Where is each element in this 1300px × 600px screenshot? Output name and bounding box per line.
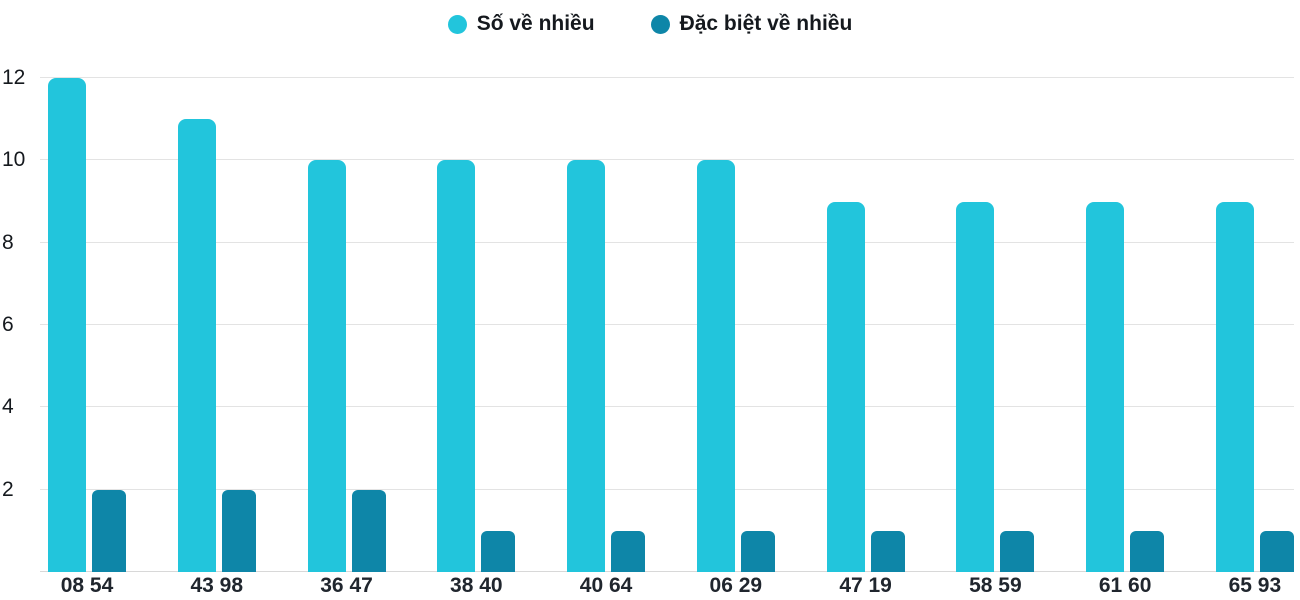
bar-series-1-cat-8[interactable] <box>1130 530 1165 572</box>
x-axis-baseline <box>40 571 1294 572</box>
gridline <box>40 488 1294 490</box>
y-tick-label: 2 <box>2 477 14 501</box>
bar-group <box>1215 78 1294 572</box>
bar-series-1-cat-2[interactable] <box>351 489 386 572</box>
bar-series-0-cat-2[interactable] <box>307 160 346 572</box>
x-tick-label: 58 59 <box>969 574 1022 597</box>
gridline <box>40 406 1294 408</box>
bar-series-0-cat-0[interactable] <box>48 78 86 572</box>
bar-series-1-cat-0[interactable] <box>92 489 126 572</box>
bar-series-0-cat-6[interactable] <box>826 201 865 572</box>
gridline <box>40 159 1294 161</box>
legend-dot-icon <box>650 14 670 34</box>
bar-series-0-cat-1[interactable] <box>177 119 216 572</box>
legend-item-1[interactable]: Đặc biệt về nhiều <box>650 12 853 36</box>
bar-series-1-cat-4[interactable] <box>611 530 646 572</box>
chart-legend: Số về nhiều Đặc biệt về nhiều <box>0 12 1300 36</box>
gridline <box>40 324 1294 325</box>
bar-group <box>437 78 516 572</box>
bar-series-0-cat-8[interactable] <box>1086 201 1125 572</box>
x-tick-label: 36 47 <box>320 574 373 597</box>
bar-group <box>567 78 646 572</box>
bar-series-1-cat-7[interactable] <box>1000 530 1035 572</box>
bar-groups <box>40 78 1294 572</box>
legend-label: Số về nhiều <box>476 12 595 35</box>
y-axis-labels: 2 4 6 8 10 12 <box>0 66 38 572</box>
x-tick-label: 06 29 <box>709 574 763 597</box>
bar-group <box>177 78 256 572</box>
legend-label: Đặc biệt về nhiều <box>679 12 853 35</box>
bar-series-1-cat-9[interactable] <box>1259 530 1294 572</box>
bar-group <box>307 78 386 572</box>
bar-group <box>826 78 905 572</box>
y-tick-label: 10 <box>2 148 26 172</box>
gridline <box>40 77 1294 78</box>
bar-series-1-cat-1[interactable] <box>221 489 256 572</box>
x-axis-labels: 08 54 43 98 36 47 38 40 40 64 06 29 47 19 58 59… <box>40 574 1294 600</box>
legend-item-0[interactable]: Số về nhiều <box>447 12 595 36</box>
x-tick-label: 08 54 <box>60 574 114 597</box>
bar-series-1-cat-5[interactable] <box>740 530 775 572</box>
bar-series-1-cat-6[interactable] <box>870 530 905 572</box>
x-tick-label: 61 60 <box>1098 574 1152 597</box>
plot-area <box>40 77 1294 572</box>
x-tick-label: 38 40 <box>450 574 503 597</box>
bar-series-0-cat-9[interactable] <box>1215 201 1254 572</box>
bar-group <box>956 78 1035 572</box>
bar-series-0-cat-7[interactable] <box>956 201 995 572</box>
x-tick-label: 40 64 <box>579 574 633 597</box>
bar-series-0-cat-3[interactable] <box>437 160 476 572</box>
y-tick-label: 8 <box>2 230 14 254</box>
bar-series-0-cat-4[interactable] <box>567 160 606 572</box>
x-tick-label: 43 98 <box>190 574 244 597</box>
bar-group <box>1086 78 1165 572</box>
bar-group <box>48 78 126 572</box>
y-tick-label: 6 <box>2 313 14 336</box>
bar-group <box>696 78 775 572</box>
y-tick-label: 4 <box>2 395 14 419</box>
y-tick-label: 12 <box>2 66 26 89</box>
x-tick-label: 47 19 <box>839 574 892 597</box>
x-tick-label: 65 93 <box>1228 574 1282 597</box>
legend-dot-icon <box>447 14 467 34</box>
bar-series-1-cat-3[interactable] <box>481 530 516 572</box>
bar-series-0-cat-5[interactable] <box>696 160 735 572</box>
gridline <box>40 241 1294 243</box>
